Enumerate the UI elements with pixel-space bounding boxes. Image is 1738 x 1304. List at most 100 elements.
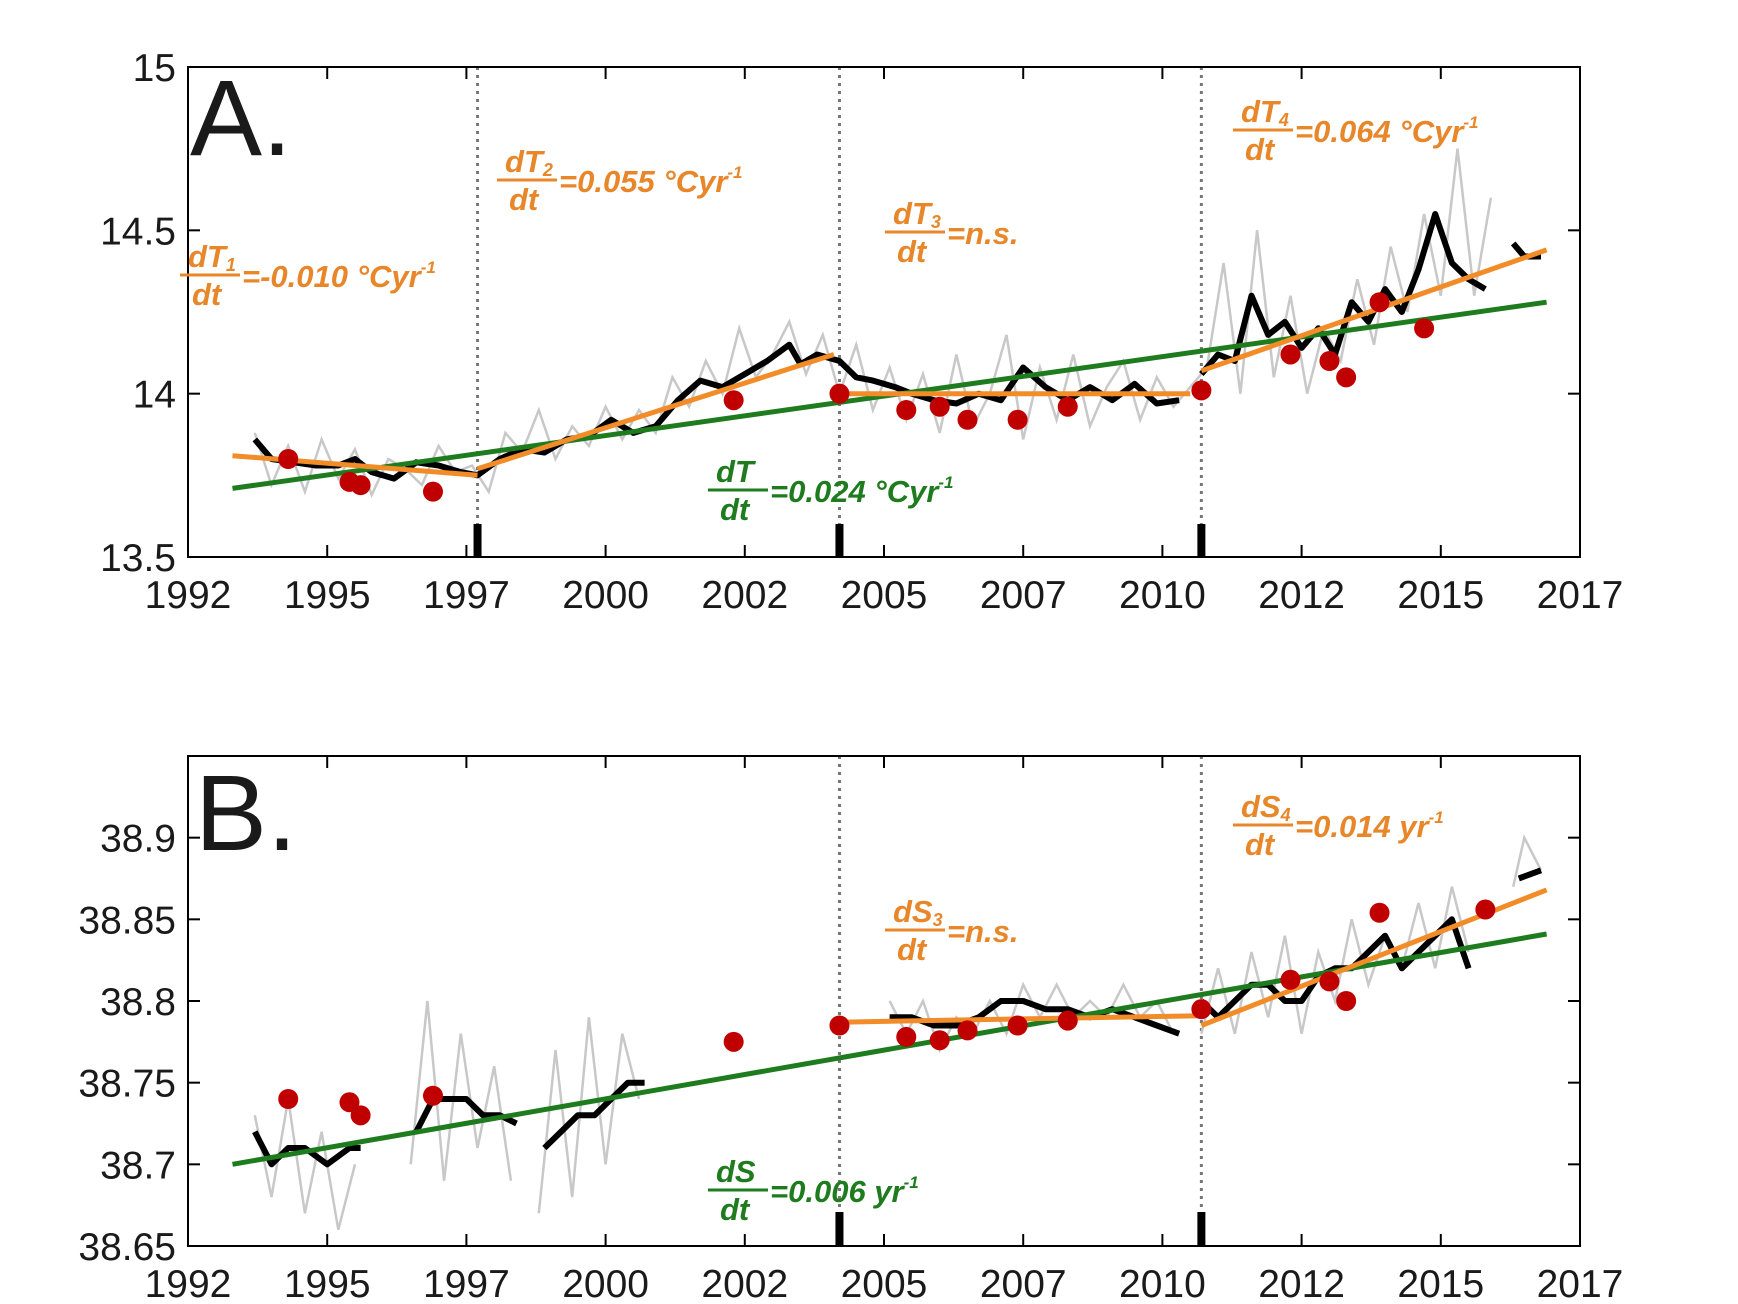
x-tick-label: 2012 (1258, 1263, 1345, 1304)
data-point (1336, 367, 1357, 388)
plot-area (232, 834, 1548, 1231)
annotation-numerator: dT2 (505, 144, 553, 180)
x-tick-label: 1997 (423, 1263, 510, 1304)
x-tick-label: 2005 (841, 1263, 928, 1304)
data-point (723, 390, 744, 411)
annotation-denominator: dt (897, 932, 928, 967)
annotation-denominator: dt (192, 277, 223, 312)
y-tick-label: 13.5 (100, 537, 176, 580)
x-tick-label: 2005 (841, 574, 928, 617)
x-tick-label: 2015 (1397, 1263, 1484, 1304)
annotation-value: =-0.010 °Cyr-1 (242, 258, 436, 294)
y-tick-label: 14.5 (100, 210, 176, 253)
data-point (350, 475, 371, 496)
data-point (929, 1030, 950, 1051)
x-tick-label: 2000 (562, 574, 649, 617)
y-tick-label: 38.85 (78, 899, 176, 942)
data-point (1475, 899, 1496, 920)
y-tick-label: 38.9 (100, 818, 176, 861)
annotation-denominator: dt (509, 182, 540, 217)
raw-series-5 (1511, 834, 1543, 887)
x-tick-label: 2017 (1537, 1263, 1624, 1304)
panel-label: A. (190, 57, 292, 178)
annotation-numerator: dT4 (1241, 94, 1289, 130)
data-point (1319, 351, 1340, 371)
x-tick-label: 1992 (145, 1263, 232, 1304)
x-tick-label: 1997 (423, 574, 510, 617)
data-point (1336, 991, 1357, 1011)
x-tick-label: 2000 (562, 1263, 649, 1304)
data-point (1057, 396, 1078, 417)
annotation-denominator: dt (897, 234, 928, 269)
annotation-denominator: dt (1245, 132, 1276, 167)
data-point (957, 1020, 978, 1041)
y-tick-label: 38.75 (78, 1063, 176, 1106)
data-point (350, 1105, 371, 1126)
data-point (1280, 344, 1301, 365)
data-point (957, 409, 978, 430)
breakpoint-marker-3 (1197, 524, 1206, 557)
x-tick-label: 2017 (1537, 574, 1624, 617)
data-point (896, 400, 917, 420)
y-tick-label: 38.65 (78, 1226, 176, 1269)
data-point (1191, 380, 1212, 401)
annotation-numerator: dS4 (1241, 789, 1291, 825)
x-tick-label: 2010 (1119, 574, 1206, 617)
smoothed-series-10 (1199, 916, 1472, 1021)
data-point (1191, 999, 1212, 1020)
y-tick-label: 14 (133, 374, 176, 417)
data-point (1280, 969, 1301, 990)
annotation-value: =n.s. (947, 216, 1019, 251)
x-tick-label: 1995 (284, 1263, 371, 1304)
data-point (1319, 971, 1340, 992)
data-point (278, 1089, 299, 1109)
annotation-numerator: dT1 (188, 239, 236, 275)
data-point (929, 396, 950, 417)
annotation-value: =0.024 °Cyr-1 (770, 473, 954, 509)
annotation-denominator: dt (720, 1192, 751, 1227)
annotation-denominator: dt (720, 492, 751, 527)
x-tick-label: 2002 (701, 574, 788, 617)
y-tick-label: 38.7 (100, 1144, 176, 1187)
data-point (829, 1015, 850, 1036)
annotation-numerator: dT (716, 454, 757, 489)
raw-series-1 (409, 1000, 513, 1181)
panel-a-temperature: 1992 1995 1997 2000 2002 2005 2007 2010 2012 2015… (100, 47, 1623, 617)
annotation-value: =0.006 yr-1 (770, 1173, 919, 1209)
data-point (339, 1092, 360, 1113)
x-tick-label: 2010 (1119, 1263, 1206, 1304)
raw-series-0 (253, 1098, 357, 1231)
raw-series-2 (537, 1017, 641, 1214)
panel-b-salinity: 1992 1995 1997 2000 2002 2005 2007 2010 2012 2015… (78, 752, 1623, 1304)
data-point (1369, 902, 1390, 923)
panel-label: B. (195, 752, 297, 873)
segment-trend-line-6 (476, 352, 835, 472)
data-point (1057, 1010, 1078, 1031)
annotation-denominator: dt (1245, 827, 1276, 862)
data-point (1007, 1015, 1028, 1036)
smoothed-series-2 (1199, 211, 1487, 377)
annotation-numerator: dS3 (893, 894, 943, 930)
x-tick-label: 1992 (145, 574, 232, 617)
breakpoint-marker-2 (1197, 1212, 1206, 1246)
x-tick-label: 2002 (701, 1263, 788, 1304)
data-point (896, 1026, 917, 1047)
smoothed-series-8 (542, 1079, 645, 1151)
data-point (829, 383, 850, 404)
annotation-numerator: dS (716, 1154, 756, 1189)
data-point (723, 1031, 744, 1052)
annotation-value: =n.s. (947, 914, 1019, 949)
data-point (422, 1085, 443, 1106)
data-point (1369, 292, 1390, 313)
annotation-value: =0.014 yr-1 (1295, 808, 1444, 844)
data-point (1414, 318, 1435, 339)
data-point (1007, 409, 1028, 430)
